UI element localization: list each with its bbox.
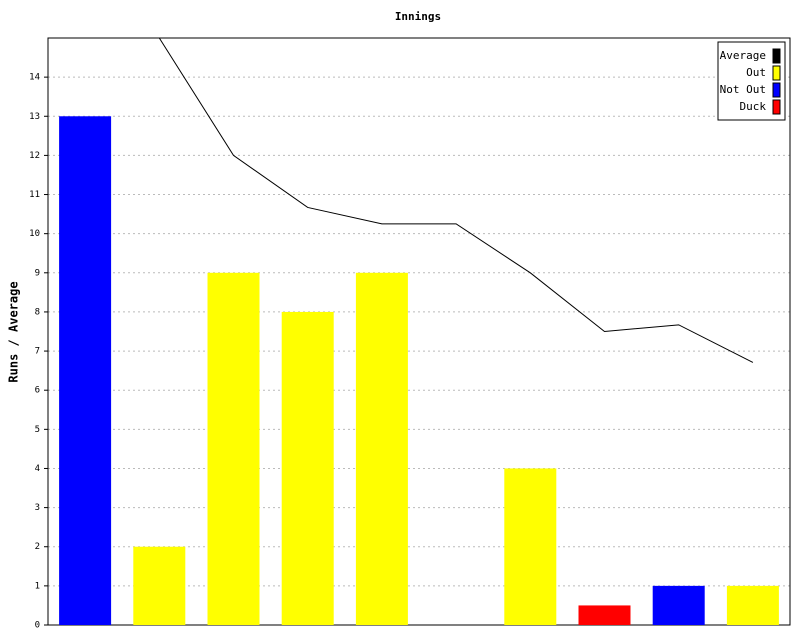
chart-title: Innings [395,10,441,23]
legend-label: Duck [740,100,767,113]
y-tick-label: 0 [35,621,40,631]
bar [281,311,334,625]
y-tick-label: 12 [29,151,40,161]
bar [652,585,705,625]
y-tick-label: 3 [35,503,40,513]
bar [726,585,779,625]
bar [355,272,408,625]
legend-swatch [772,65,781,81]
bar [59,116,112,626]
legend-swatch [772,82,781,98]
bar [207,272,260,625]
average-line [158,37,754,363]
y-tick-label: 8 [35,307,40,317]
legend-swatch [772,48,781,64]
y-tick-label: 4 [35,464,40,474]
legend-label: Out [746,66,766,79]
legend-label: Not Out [720,83,766,96]
y-axis-label: Runs / Average [7,281,21,382]
legend-label: Average [720,49,766,62]
bar [133,546,186,625]
legend-swatch [772,99,781,115]
y-tick-label: 14 [29,73,40,83]
y-tick-label: 2 [35,542,40,552]
y-tick-label: 11 [29,190,40,200]
bar [504,468,557,625]
y-tick-label: 13 [29,112,40,122]
y-tick-label: 9 [35,268,40,278]
y-tick-label: 7 [35,347,40,357]
y-tick-label: 6 [35,386,40,396]
y-tick-label: 1 [35,581,40,591]
bar [578,605,631,625]
plot-frame [47,37,791,626]
y-tick-label: 5 [35,425,40,435]
y-tick-label: 10 [29,229,40,239]
